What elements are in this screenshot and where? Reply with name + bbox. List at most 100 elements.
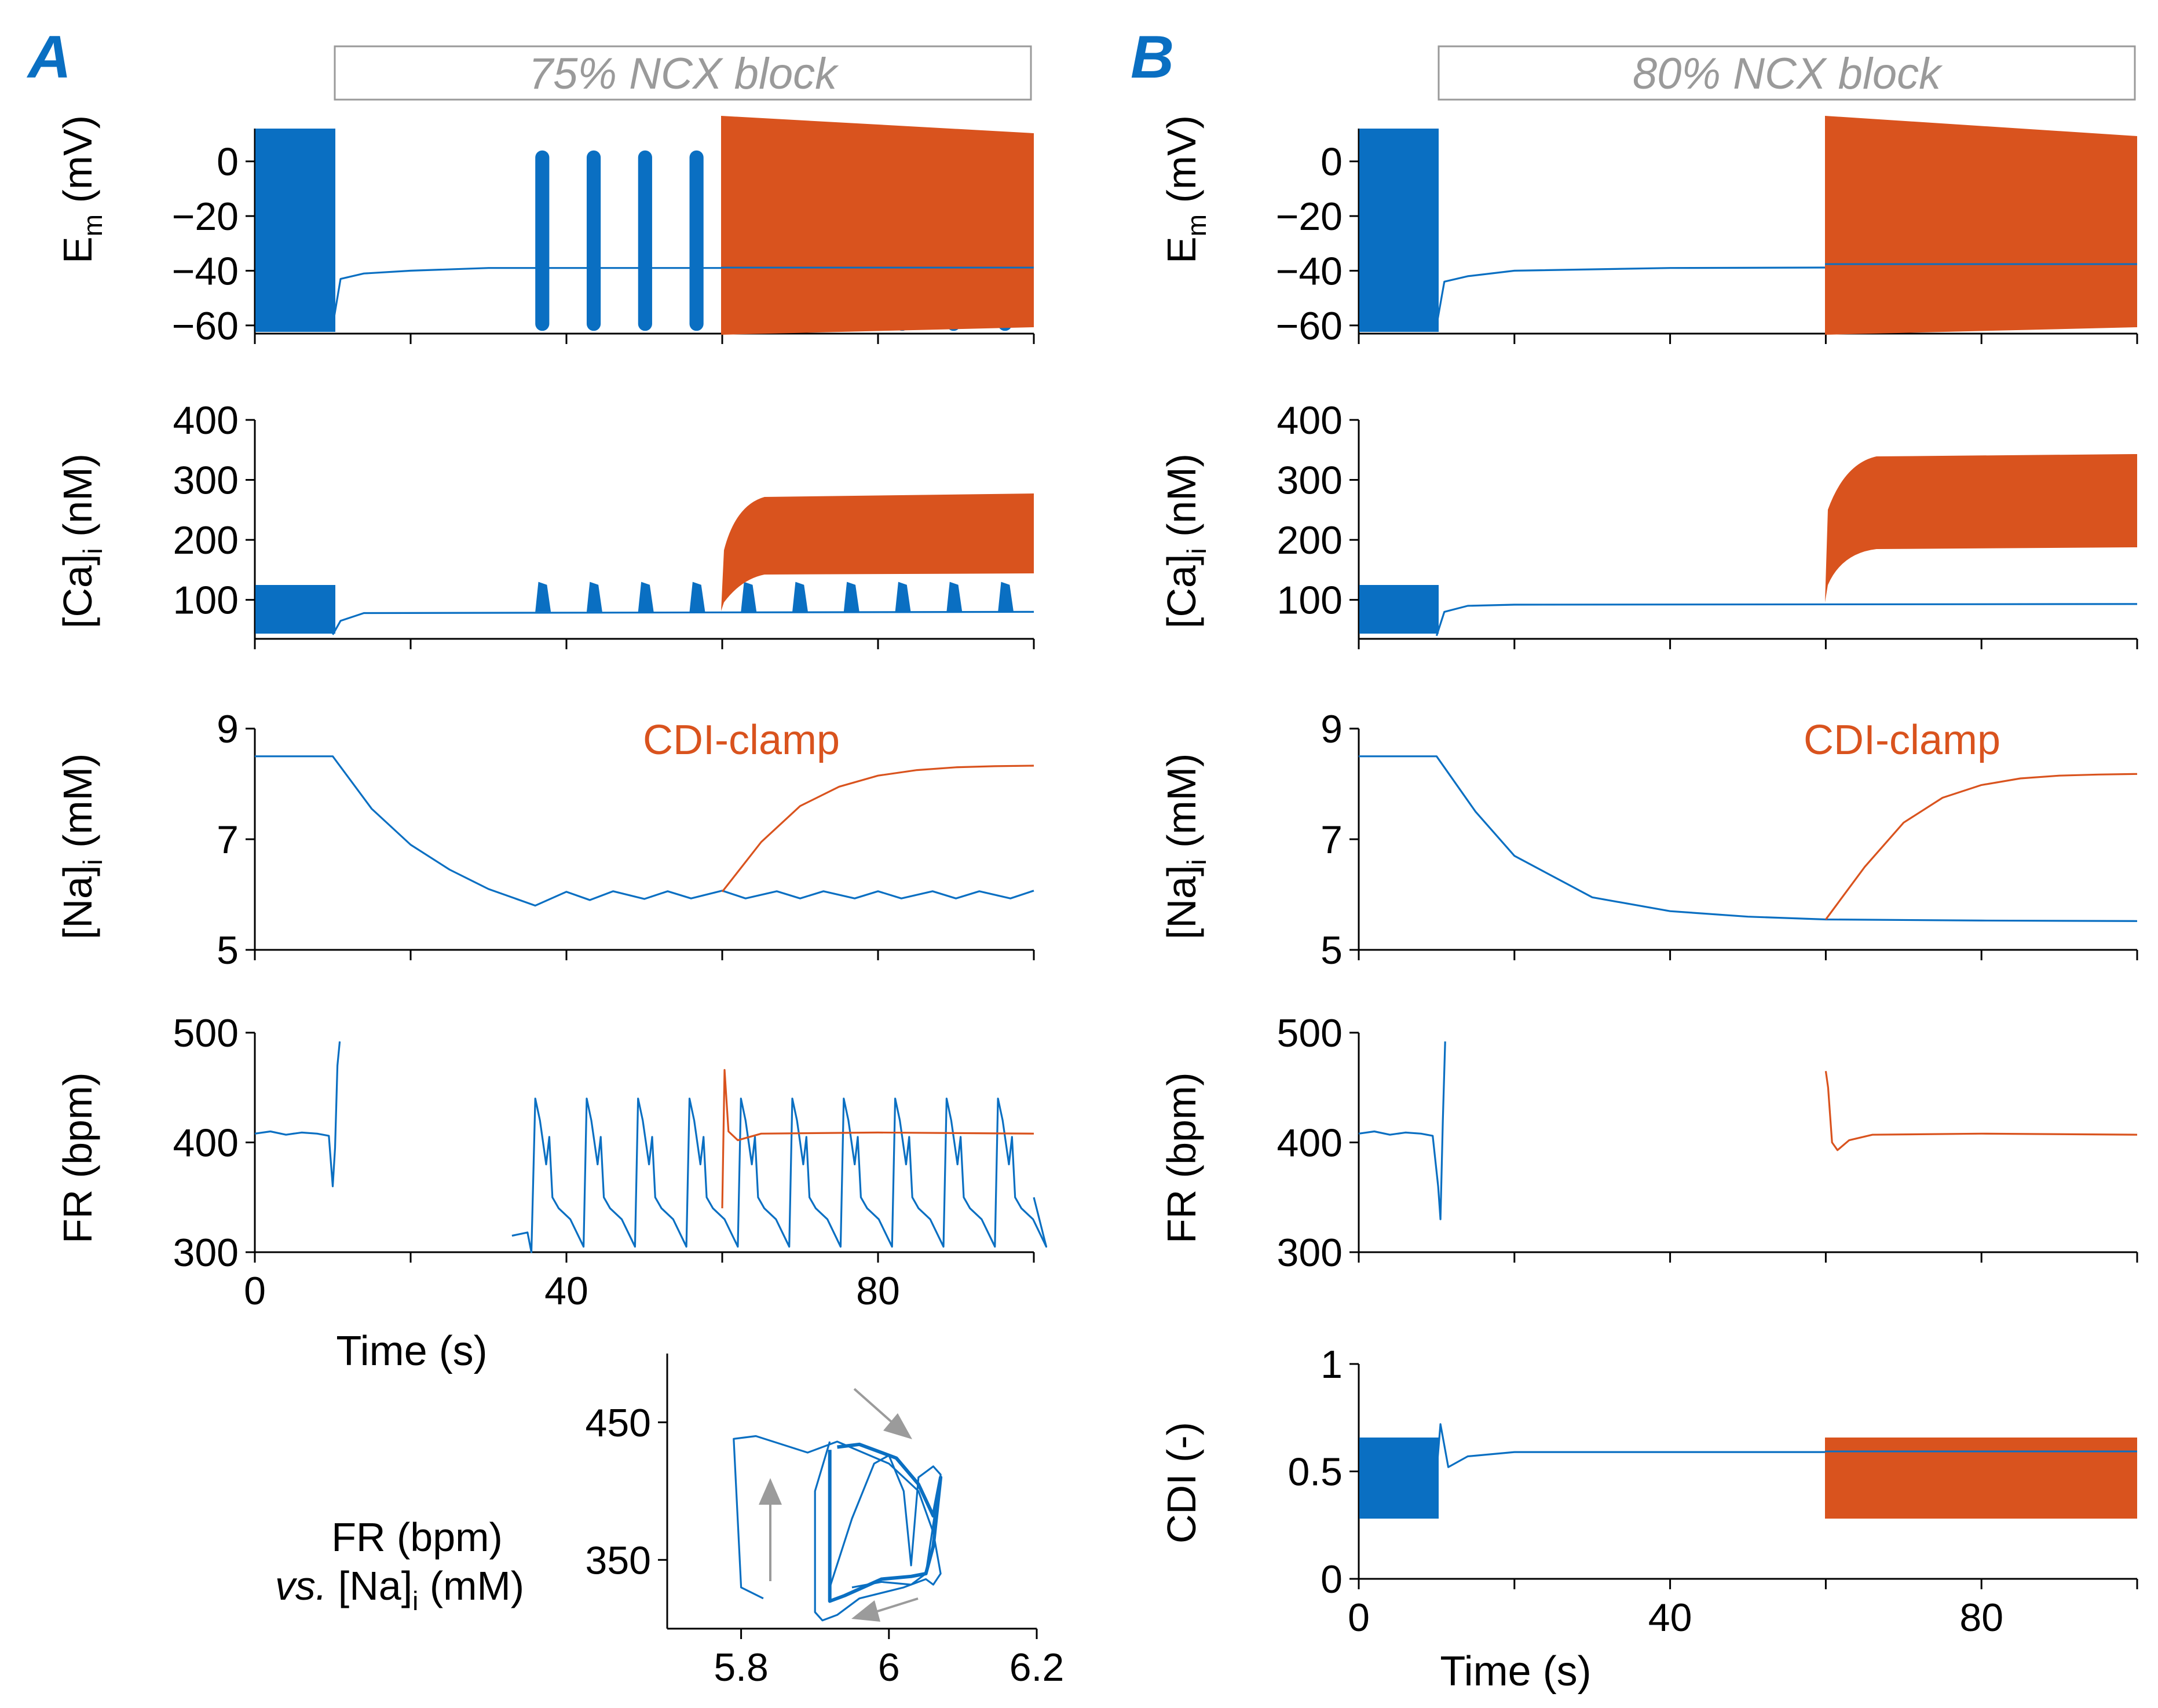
y-tick-label: 300 [173, 459, 239, 503]
ca-peak [638, 581, 654, 612]
ca-peak [586, 581, 602, 612]
y-ticks-b-fr: 300 400 500 [1277, 1011, 1359, 1275]
y-tick-label: 0 [1321, 140, 1343, 184]
y-tick-label: 300 [1277, 1231, 1343, 1275]
b-ca-baseline-trace [1435, 603, 2138, 637]
x-tick-label: 40 [544, 1269, 588, 1313]
banner-b: 80% NCX block [1633, 49, 1943, 98]
x-tick-label: 40 [1648, 1596, 1692, 1640]
banner-a-box [334, 45, 1032, 101]
x-ticks-a-em [254, 334, 1035, 344]
y-tick-label: 0 [1321, 1557, 1343, 1601]
ca-peak [998, 581, 1014, 612]
a-inset-loop-outer [733, 1435, 942, 1622]
inset-label-line1: FR (bpm) [331, 1515, 503, 1560]
y-tick-label: −60 [1276, 304, 1343, 348]
y-tick-label: −60 [172, 304, 239, 348]
ca-peak [535, 581, 551, 612]
y-label-b-na: [Na]i (mM) [1159, 754, 1212, 939]
y-tick-label: 400 [1277, 1121, 1343, 1165]
b-em-control-firing [1359, 129, 1439, 332]
y-tick-label: 100 [173, 579, 239, 623]
y-tick-label: 400 [173, 398, 239, 442]
chart-b-em: 0 −20 −40 −60 Em (mV) [1159, 115, 2138, 348]
y-tick-label: 7 [1321, 818, 1343, 862]
b-na-control-trace [1359, 755, 2138, 922]
y-tick-label: 9 [1321, 707, 1343, 751]
a-ca-clamp-band [721, 493, 1034, 611]
a-ca-baseline-trace [332, 610, 1034, 635]
y-tick-label: 7 [217, 818, 239, 862]
x-tick-label: 6.2 [1009, 1645, 1065, 1689]
b-clamp-label: CDI-clamp [1804, 717, 2000, 763]
em-burst [638, 150, 652, 331]
chart-b-fr: 300 400 500 FR (bpm) [1159, 1011, 2138, 1275]
em-burst [535, 150, 550, 331]
b-em-resting-trace [1435, 265, 2138, 326]
x-tick-label: 0 [244, 1269, 266, 1313]
y-ticks-a-na: 5 7 9 [217, 707, 255, 972]
x-tick-label: 6 [878, 1645, 900, 1689]
y-tick-label: 500 [173, 1011, 239, 1055]
em-burst [689, 150, 704, 331]
chart-b-cdi: 0 40 80 00.51 CDI (-) Time (s) [1159, 1343, 2138, 1695]
y-ticks-a-inset: 350 450 [586, 1401, 667, 1582]
panel-letter-a: A [26, 24, 71, 91]
a-clamp-label: CDI-clamp [643, 717, 840, 763]
a-ca-control-osc [255, 585, 335, 634]
b-ca-clamp-band [1825, 454, 2137, 602]
b-cdi-control-osc [1359, 1438, 1439, 1519]
chart-a-em: 0 −20 −40 −60 Em (mV) [55, 115, 1035, 348]
y-tick-label: −40 [1276, 249, 1343, 293]
b-cdi-baseline-trace [1435, 1423, 2137, 1472]
x-label-b: Time (s) [1440, 1648, 1591, 1695]
x-ticks-b-em [1358, 334, 2138, 344]
chart-b-ca: 100 200 300 400 [Ca]i (nM) [1159, 398, 2138, 649]
panel-letter-b: B [1131, 24, 1174, 91]
y-tick-label: 350 [586, 1538, 651, 1582]
ca-peak [946, 581, 963, 612]
y-ticks-b-cdi: 00.51 [1288, 1343, 1359, 1601]
y-tick-label: 9 [217, 707, 239, 751]
inset-label-line2: vs. [Na]i (mM) [275, 1563, 524, 1616]
y-ticks-a-fr: 300 400 500 [173, 1011, 255, 1275]
a-inset-loop-mid [829, 1454, 942, 1589]
ca-peak [689, 581, 705, 612]
banner-a: 75% NCX block [529, 49, 839, 98]
a-inset-arrows [759, 1388, 919, 1622]
y-label-b-em: Em (mV) [1159, 115, 1212, 264]
em-burst [586, 150, 601, 331]
x-tick-label: 0 [1348, 1596, 1370, 1640]
y-tick-label: 5 [217, 928, 239, 972]
x-ticks-a-ca [254, 639, 1035, 649]
y-ticks-b-ca: 100 200 300 400 [1277, 398, 1359, 623]
y-label-b-cdi: CDI (-) [1159, 1422, 1204, 1544]
x-tick-label: 80 [1959, 1596, 2003, 1640]
y-tick-label: 200 [1277, 518, 1343, 562]
x-ticks-a-fr: 0 40 80 [244, 1252, 1035, 1313]
y-tick-label: 100 [1277, 579, 1343, 623]
b-em-clamp-firing [1825, 116, 2137, 335]
y-tick-label: 300 [1277, 459, 1343, 503]
y-ticks-b-em: 0 −20 −40 −60 [1276, 140, 1359, 348]
a-na-control-trace [255, 755, 1034, 907]
y-tick-label: 0.5 [1288, 1450, 1343, 1494]
a-fr-clamp-trace [721, 1069, 1034, 1209]
x-ticks-b-cdi: 0 40 80 [1348, 1579, 2138, 1640]
b-cdi-clamp-osc [1825, 1438, 2137, 1519]
y-tick-label: 1 [1321, 1343, 1343, 1387]
a-ca-peaks [535, 581, 1014, 612]
a-inset-loop-inner [828, 1442, 943, 1603]
chart-a-inset: 5.8 6 6.2 350 450 FR (bpm) vs. [Na]i (mM) [275, 1354, 1064, 1689]
a-em-clamp-firing [721, 116, 1034, 335]
x-ticks-b-ca [1358, 639, 2138, 649]
y-ticks-a-em: 0 −20 −40 −60 [172, 140, 255, 348]
chart-a-ca: 100 200 300 400 [Ca]i (nM) [55, 398, 1035, 649]
x-ticks-b-fr [1358, 1252, 2138, 1263]
chart-a-fr: 0 40 80 300 400 500 FR (bpm) Time (s) [55, 1011, 1048, 1374]
b-na-clamp-trace [1825, 773, 2138, 920]
banner-b-box [1438, 45, 2136, 101]
ca-peak [843, 581, 859, 612]
b-fr-clamp-trace [1824, 1071, 2138, 1151]
